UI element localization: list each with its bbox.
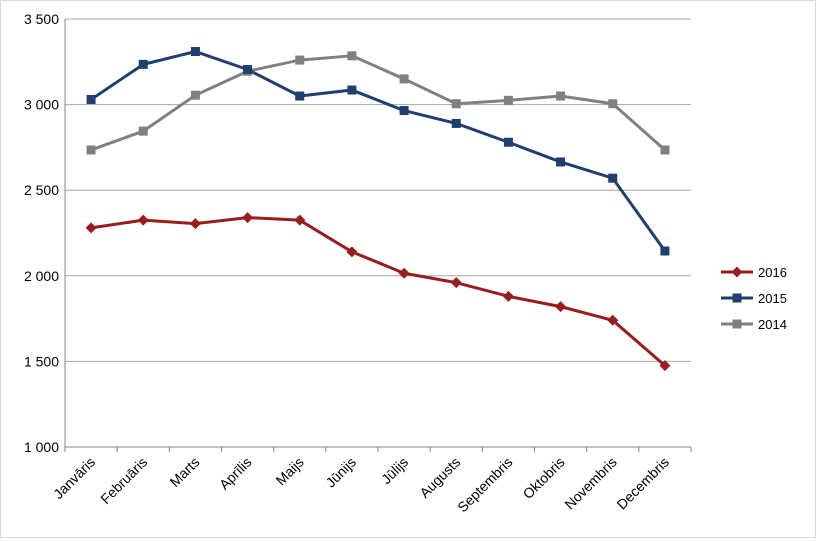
data-point [555, 301, 567, 313]
series-line [90, 54, 666, 152]
data-point [502, 290, 514, 302]
x-tick-label: Jūlijs [378, 454, 411, 487]
series-line [90, 50, 667, 252]
series-group [85, 47, 671, 372]
data-point [138, 126, 148, 136]
x-tick-label: Jūnijs [322, 454, 359, 491]
x-tick-label: Marts [166, 454, 202, 490]
data-point [137, 214, 149, 226]
series-2016 [85, 212, 671, 372]
x-axis: Janvāris Februāris Marts Aprīlis Maijs Jūnijs… [50, 447, 692, 515]
data-point [503, 95, 513, 105]
y-tick-label: 1 500 [24, 353, 59, 369]
y-tick-label: 3 500 [24, 11, 59, 27]
series-line [90, 216, 666, 367]
series-2014 [86, 51, 670, 155]
legend-item-2014: 2014 [721, 317, 787, 332]
x-tick-label: Septembris [454, 454, 515, 515]
data-point [399, 106, 409, 116]
data-point [556, 91, 566, 101]
data-point [294, 214, 306, 226]
data-point [398, 267, 410, 279]
data-point [450, 277, 462, 289]
data-point [190, 90, 200, 100]
x-tick-label: Novembris [561, 454, 620, 513]
data-point [138, 59, 148, 69]
x-tick-label: Oktobris [520, 454, 568, 502]
data-point [608, 173, 618, 183]
x-tick-label: Maijs [272, 454, 306, 488]
data-point [85, 222, 97, 234]
data-point [346, 246, 358, 258]
data-point [190, 47, 200, 57]
x-tick-label: Augusts [416, 454, 463, 501]
legend-label: 2016 [758, 265, 787, 280]
legend-swatch-marker [731, 266, 743, 278]
legend-swatch-marker [732, 319, 742, 329]
legend-item-2015: 2015 [721, 291, 787, 306]
y-axis: 1 000 1 500 2 000 2 500 3 000 3 500 [24, 11, 66, 455]
data-point [608, 99, 618, 109]
legend-item-2016: 2016 [721, 265, 787, 280]
y-tick-label: 2 500 [24, 182, 59, 198]
data-point [347, 85, 357, 95]
data-point [399, 74, 409, 84]
data-point [659, 360, 671, 372]
series-2015 [86, 47, 670, 256]
legend-label: 2015 [758, 291, 787, 306]
data-point [607, 314, 619, 326]
gridlines [65, 18, 691, 448]
x-tick-label: Decembris [613, 454, 672, 513]
data-point [451, 99, 461, 109]
data-point [347, 51, 357, 61]
y-tick-label: 3 000 [24, 97, 59, 113]
data-point [503, 137, 513, 147]
x-tick-label: Aprīlis [216, 454, 255, 493]
data-point [242, 212, 254, 224]
data-point [295, 55, 305, 65]
data-point [189, 218, 201, 230]
legend-swatch-marker [732, 293, 742, 303]
legend-label: 2014 [758, 317, 787, 332]
data-point [243, 65, 253, 75]
data-point [295, 91, 305, 101]
data-point [86, 145, 96, 155]
data-point [660, 246, 670, 256]
data-point [86, 94, 96, 104]
legend: 2016 2015 2014 [721, 265, 787, 332]
x-tick-label: Janvāris [50, 454, 98, 502]
y-tick-label: 2 000 [24, 268, 59, 284]
data-point [451, 118, 461, 128]
x-tick-label: Februāris [97, 454, 150, 507]
data-point [660, 145, 670, 155]
y-tick-label: 1 000 [24, 439, 59, 455]
data-point [556, 157, 566, 167]
